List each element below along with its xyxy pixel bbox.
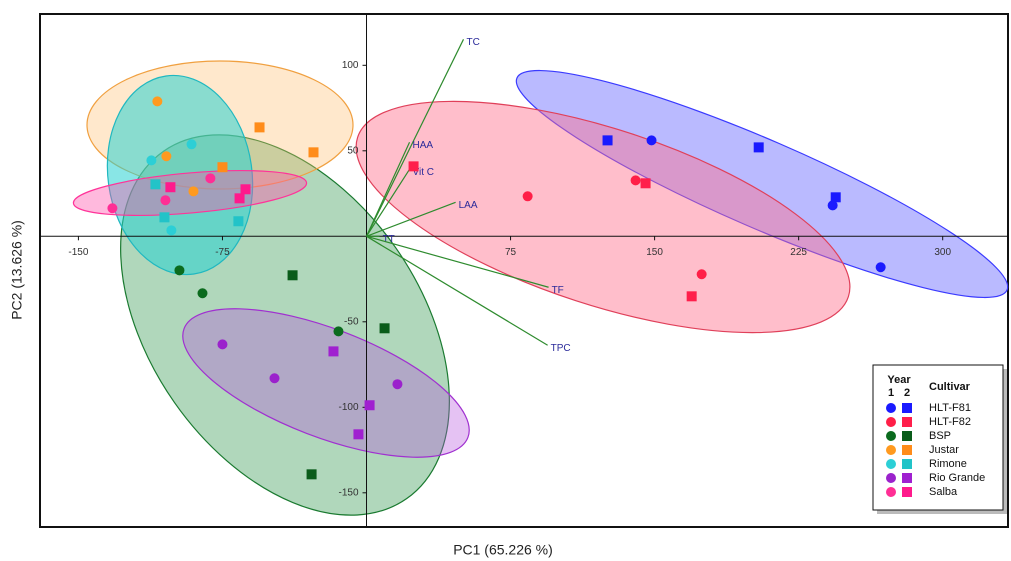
legend-cultivar-title: Cultivar bbox=[929, 381, 971, 393]
loading-vector bbox=[366, 235, 549, 288]
data-point bbox=[159, 212, 170, 223]
legend-marker bbox=[886, 403, 896, 413]
legend-marker bbox=[886, 473, 896, 483]
data-point bbox=[146, 155, 157, 166]
legend-marker bbox=[902, 417, 912, 427]
y-tick-label: -150 bbox=[338, 487, 358, 498]
data-point bbox=[364, 400, 375, 411]
loading-label: Vit C bbox=[413, 167, 435, 178]
x-tick-label: 75 bbox=[505, 247, 517, 258]
y-tick-label: 100 bbox=[342, 60, 359, 71]
data-point bbox=[188, 186, 199, 197]
loading-vector bbox=[365, 39, 465, 237]
legend-marker bbox=[902, 487, 912, 497]
data-point bbox=[217, 339, 228, 350]
y-tick-label: 50 bbox=[347, 145, 359, 156]
data-point bbox=[830, 192, 841, 203]
data-point bbox=[234, 193, 245, 204]
legend-marker bbox=[902, 473, 912, 483]
data-point bbox=[308, 147, 319, 158]
data-point bbox=[646, 135, 657, 146]
loading-vector bbox=[366, 201, 456, 237]
data-point bbox=[150, 179, 161, 190]
x-tick-label: -75 bbox=[215, 247, 230, 258]
legend-marker bbox=[902, 403, 912, 413]
loading-label: TT bbox=[383, 234, 395, 245]
data-point bbox=[161, 151, 172, 162]
data-point bbox=[827, 200, 838, 211]
data-point bbox=[392, 379, 403, 390]
data-point bbox=[197, 288, 208, 299]
legend-label: Rio Grande bbox=[929, 472, 985, 484]
legend-marker bbox=[902, 445, 912, 455]
legend-label: Salba bbox=[929, 486, 958, 498]
group-ellipse bbox=[182, 308, 470, 458]
data-point bbox=[328, 346, 339, 357]
x-tick-label: 150 bbox=[646, 247, 663, 258]
loading-vector bbox=[366, 168, 411, 237]
data-point bbox=[306, 469, 317, 480]
loading-label: TPC bbox=[551, 343, 571, 354]
legend-label: Rimone bbox=[929, 458, 967, 470]
loading-vector bbox=[365, 142, 411, 237]
legend-marker bbox=[902, 431, 912, 441]
legend-label: Justar bbox=[929, 444, 959, 456]
legend-label: HLT-F81 bbox=[929, 402, 971, 414]
legend-marker bbox=[902, 459, 912, 469]
legend-marker bbox=[886, 431, 896, 441]
legend-marker bbox=[886, 445, 896, 455]
legend-year: 2 bbox=[904, 387, 910, 399]
group-ellipse bbox=[355, 100, 851, 334]
legend-label: HLT-F82 bbox=[929, 416, 971, 428]
data-point bbox=[240, 184, 251, 195]
data-point bbox=[686, 291, 697, 302]
data-point bbox=[379, 323, 390, 334]
loading-label: TC bbox=[467, 37, 480, 48]
data-point bbox=[205, 173, 216, 184]
ellipses bbox=[72, 60, 1009, 516]
y-axis-title: PC2 (13.626 %) bbox=[9, 220, 25, 320]
x-tick-label: 225 bbox=[790, 247, 807, 258]
loading-vector bbox=[366, 235, 548, 346]
y-tick-label: -100 bbox=[338, 402, 358, 413]
loading-label: HAA bbox=[413, 140, 434, 151]
data-point bbox=[408, 161, 419, 172]
data-point bbox=[640, 178, 651, 189]
x-tick-label: -150 bbox=[68, 247, 88, 258]
group-ellipse bbox=[515, 69, 1009, 299]
data-point bbox=[522, 191, 533, 202]
data-point bbox=[186, 139, 197, 150]
data-point bbox=[696, 269, 707, 280]
data-point bbox=[333, 326, 344, 337]
data-point bbox=[165, 182, 176, 193]
data-point bbox=[233, 216, 244, 227]
data-point bbox=[107, 203, 118, 214]
legend-marker bbox=[886, 459, 896, 469]
data-point bbox=[269, 373, 280, 384]
legend-marker bbox=[886, 417, 896, 427]
data-point bbox=[166, 225, 177, 236]
data-point bbox=[217, 162, 228, 173]
data-point bbox=[254, 122, 265, 133]
y-tick-label: -50 bbox=[344, 316, 359, 327]
loading-label: TF bbox=[552, 285, 564, 296]
data-point bbox=[287, 270, 298, 281]
data-point bbox=[152, 96, 163, 107]
data-point bbox=[174, 265, 185, 276]
data-point bbox=[602, 135, 613, 146]
legend-year: 1 bbox=[888, 387, 894, 399]
data-point bbox=[875, 262, 886, 273]
data-point bbox=[353, 429, 364, 440]
legend-marker bbox=[886, 487, 896, 497]
data-point bbox=[753, 142, 764, 153]
data-point bbox=[630, 175, 641, 186]
data-point bbox=[160, 195, 171, 206]
legend-label: BSP bbox=[929, 430, 951, 442]
legend-year-title: Year bbox=[887, 374, 911, 386]
x-tick-label: 300 bbox=[934, 247, 951, 258]
loading-label: LAA bbox=[459, 200, 478, 211]
x-axis-title: PC1 (65.226 %) bbox=[453, 542, 553, 558]
